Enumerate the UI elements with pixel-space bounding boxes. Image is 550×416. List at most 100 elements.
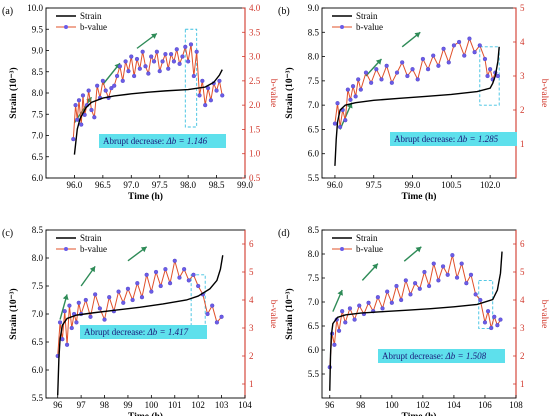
bvalue-point xyxy=(425,67,431,72)
bvalue-point xyxy=(139,295,145,300)
bvalue-point xyxy=(389,300,394,305)
bvalue-point xyxy=(468,272,474,277)
bvalue-point xyxy=(495,323,500,328)
x-tick-label: 99.0 xyxy=(405,180,421,190)
x-tick-label: 97 xyxy=(77,400,87,410)
y-right-tick-label: 3.5 xyxy=(249,27,261,37)
x-tick-label: 97.5 xyxy=(366,180,382,190)
legend-bvalue-label: b-value xyxy=(80,22,107,32)
bvalue-point xyxy=(389,80,394,85)
bvalue-point xyxy=(472,50,477,55)
bvalue-point xyxy=(422,269,427,275)
x-tick-label: 106 xyxy=(478,400,492,410)
y-tick-label: 7.0 xyxy=(308,297,320,307)
bvalue-point xyxy=(200,78,205,83)
bvalue-point xyxy=(403,278,408,283)
bvalue-point xyxy=(140,49,145,54)
y-tick-label: 7.0 xyxy=(308,100,320,110)
y-right-tick-label: 4.0 xyxy=(249,3,261,13)
y-tick-label: 6.5 xyxy=(308,321,320,331)
bvalue-point xyxy=(426,283,432,289)
bvalue-point xyxy=(134,56,140,62)
bvalue-point xyxy=(117,64,123,69)
bvalue-point xyxy=(343,320,348,325)
bvalue-point xyxy=(92,115,97,120)
x-tick-label: 99 xyxy=(123,400,133,410)
x-tick-label: 103 xyxy=(215,400,229,410)
bvalue-point xyxy=(135,281,140,286)
x-tick-label: 102.0 xyxy=(480,180,501,190)
bvalue-point xyxy=(100,78,105,83)
bvalue-point xyxy=(431,53,436,58)
y-tick-label: 6.0 xyxy=(32,173,44,183)
bvalue-point xyxy=(399,297,404,303)
bvalue-point xyxy=(120,78,125,83)
bvalue-point xyxy=(157,69,162,74)
bvalue-point xyxy=(97,306,102,311)
y-right-tick-label: 2 xyxy=(249,351,254,361)
y-right-tick-label: 3 xyxy=(249,323,254,333)
bvalue-point xyxy=(203,103,208,108)
bvalue-point xyxy=(107,295,112,300)
x-axis-title: Time (h) xyxy=(128,191,163,202)
bvalue-point xyxy=(95,83,100,88)
bvalue-point xyxy=(71,137,76,142)
annotation-text: Abrupt decrease: Δb = 1.417 xyxy=(84,327,189,337)
bvalue-point xyxy=(495,73,500,79)
bvalue-point xyxy=(335,101,340,106)
y-right-tick-label: 3 xyxy=(520,71,525,81)
bvalue-point xyxy=(57,320,63,325)
y-tick-label: 8.5 xyxy=(308,27,320,37)
bvalue-point xyxy=(64,342,70,347)
y-tick-label: 6.5 xyxy=(32,152,44,162)
bvalue-point xyxy=(102,317,107,322)
y-axis-title: Strain (10⁻³) xyxy=(284,288,295,339)
trend-arrow-head xyxy=(140,246,147,253)
x-axis-title: Time (h) xyxy=(402,191,437,202)
x-tick-label: 100.5 xyxy=(441,180,462,190)
bvalue-point xyxy=(67,303,72,308)
annotation-text: Abrupt decrease: Δb = 1.146 xyxy=(103,136,208,146)
bvalue-point xyxy=(121,300,126,305)
bvalue-point xyxy=(379,77,384,82)
y-tick-label: 8.5 xyxy=(308,225,320,235)
bvalue-point xyxy=(464,281,469,286)
annotation-box xyxy=(99,134,226,148)
bvalue-point xyxy=(366,300,371,305)
bvalue-point xyxy=(219,314,224,319)
x-tick-label: 102 xyxy=(191,400,205,410)
y-tick-label: 5.5 xyxy=(308,369,320,379)
bvalue-point xyxy=(143,64,148,69)
bvalue-point xyxy=(340,309,345,314)
x-tick-label: 108 xyxy=(509,400,523,410)
bvalue-point xyxy=(408,292,413,297)
y-right-tick-label: 4 xyxy=(520,37,525,47)
y-right-tick-label: 4 xyxy=(249,295,254,305)
chart-panel-a: 96.0 96.5 97.0 97.5 98.0 98.5 99.0 6.0 6.5 7.0 7.5… xyxy=(2,3,278,202)
bvalue-point xyxy=(445,272,450,277)
x-tick-label: 100 xyxy=(385,400,399,410)
bvalue-point xyxy=(144,272,149,277)
bvalue-point xyxy=(174,47,179,52)
bvalue-point xyxy=(446,60,451,65)
bvalue-point xyxy=(160,59,165,64)
bvalue-point xyxy=(417,286,422,291)
panel-label: (c) xyxy=(2,228,13,239)
y-right-axis-title: b-value xyxy=(539,79,549,108)
bvalue-point xyxy=(166,66,171,71)
y-right-tick-label: 5 xyxy=(520,3,525,13)
trend-arrow-head xyxy=(337,290,343,296)
x-tick-label: 99.0 xyxy=(237,180,253,190)
bvalue-point xyxy=(186,278,191,283)
annotation-box xyxy=(390,132,517,146)
bvalue-point xyxy=(385,289,390,294)
y-right-tick-label: 0.5 xyxy=(249,173,261,183)
annotation-delta: Δb = 1.285 xyxy=(456,134,498,144)
x-tick-label: 100 xyxy=(145,400,159,410)
bvalue-point xyxy=(153,269,159,275)
bvalue-point xyxy=(60,337,65,342)
legend-bvalue-marker xyxy=(64,247,68,251)
x-axis-title: Time (h) xyxy=(402,411,437,416)
bvalue-point xyxy=(89,107,94,113)
y-tick-label: 6.0 xyxy=(308,149,320,159)
